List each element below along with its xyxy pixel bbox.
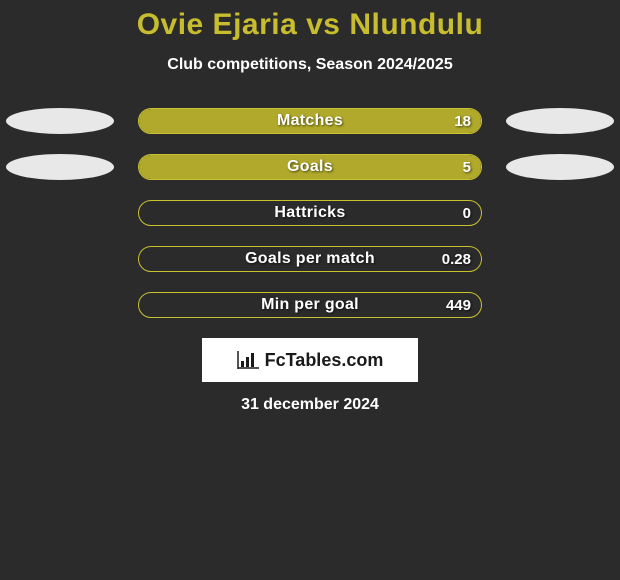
stat-row: Min per goal 449 xyxy=(0,292,620,318)
logo-text: FcTables.com xyxy=(265,350,384,371)
stat-bar: Goals per match 0.28 xyxy=(138,246,482,272)
stat-bar: Matches 18 xyxy=(138,108,482,134)
right-value: 449 xyxy=(446,293,471,317)
stat-bar: Goals 5 xyxy=(138,154,482,180)
logo-badge: FcTables.com xyxy=(202,338,418,382)
right-value: 0.28 xyxy=(442,247,471,271)
right-value: 0 xyxy=(463,201,471,225)
subtitle: Club competitions, Season 2024/2025 xyxy=(0,56,620,74)
left-oval xyxy=(6,154,114,180)
stat-bar: Min per goal 449 xyxy=(138,292,482,318)
right-oval xyxy=(506,154,614,180)
date-text: 31 december 2024 xyxy=(0,396,620,414)
stat-row: Hattricks 0 xyxy=(0,200,620,226)
comparison-infographic: Ovie Ejaria vs Nlundulu Club competition… xyxy=(0,0,620,414)
stat-row: Matches 18 xyxy=(0,108,620,134)
page-title: Ovie Ejaria vs Nlundulu xyxy=(0,8,620,42)
right-value: 18 xyxy=(454,109,471,133)
left-oval xyxy=(6,108,114,134)
stat-bar: Hattricks 0 xyxy=(138,200,482,226)
stat-row: Goals 5 xyxy=(0,154,620,180)
right-value: 5 xyxy=(463,155,471,179)
stat-row: Goals per match 0.28 xyxy=(0,246,620,272)
right-oval xyxy=(506,108,614,134)
stat-rows: Matches 18 Goals 5 Hattric xyxy=(0,108,620,318)
stat-label: Matches xyxy=(139,109,481,133)
stat-label: Min per goal xyxy=(139,293,481,317)
stat-label: Goals per match xyxy=(139,247,481,271)
stat-label: Goals xyxy=(139,155,481,179)
bar-chart-icon xyxy=(237,351,259,369)
stat-label: Hattricks xyxy=(139,201,481,225)
